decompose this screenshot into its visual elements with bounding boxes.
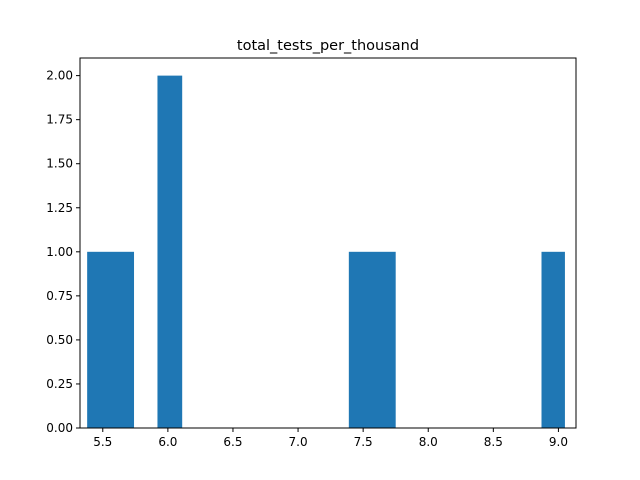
y-tick-label: 2.00 (46, 69, 73, 83)
x-tick-label: 8.5 (484, 435, 503, 449)
x-tick-label: 7.5 (354, 435, 373, 449)
histogram-bar (541, 251, 565, 428)
histogram-bar (348, 251, 396, 428)
chart-title: total_tests_per_thousand (237, 38, 419, 54)
y-axis: 0.00 0.25 0.50 0.75 1.00 1.25 1.50 1.75 2.00 (46, 69, 80, 435)
x-tick-label: 6.5 (223, 435, 242, 449)
y-tick-label: 0.50 (46, 333, 73, 347)
y-tick-label: 1.50 (46, 157, 73, 171)
x-tick-label: 9.0 (549, 435, 568, 449)
bars-group (87, 75, 565, 428)
y-tick-label: 0.25 (46, 377, 73, 391)
x-tick-label: 7.0 (289, 435, 308, 449)
histogram-bar (157, 75, 183, 428)
plot-frame (79, 57, 577, 429)
y-tick-label: 0.75 (46, 289, 73, 303)
x-tick-label: 8.0 (419, 435, 438, 449)
x-tick-label: 6.0 (158, 435, 177, 449)
x-tick-label: 5.5 (93, 435, 112, 449)
histogram-bar (87, 251, 135, 428)
x-axis: 5.5 6.0 6.5 7.0 7.5 8.0 8.5 9.0 (93, 428, 568, 449)
y-tick-label: 0.00 (46, 421, 73, 435)
y-tick-label: 1.75 (46, 113, 73, 127)
y-tick-label: 1.00 (46, 245, 73, 259)
y-tick-label: 1.25 (46, 201, 73, 215)
